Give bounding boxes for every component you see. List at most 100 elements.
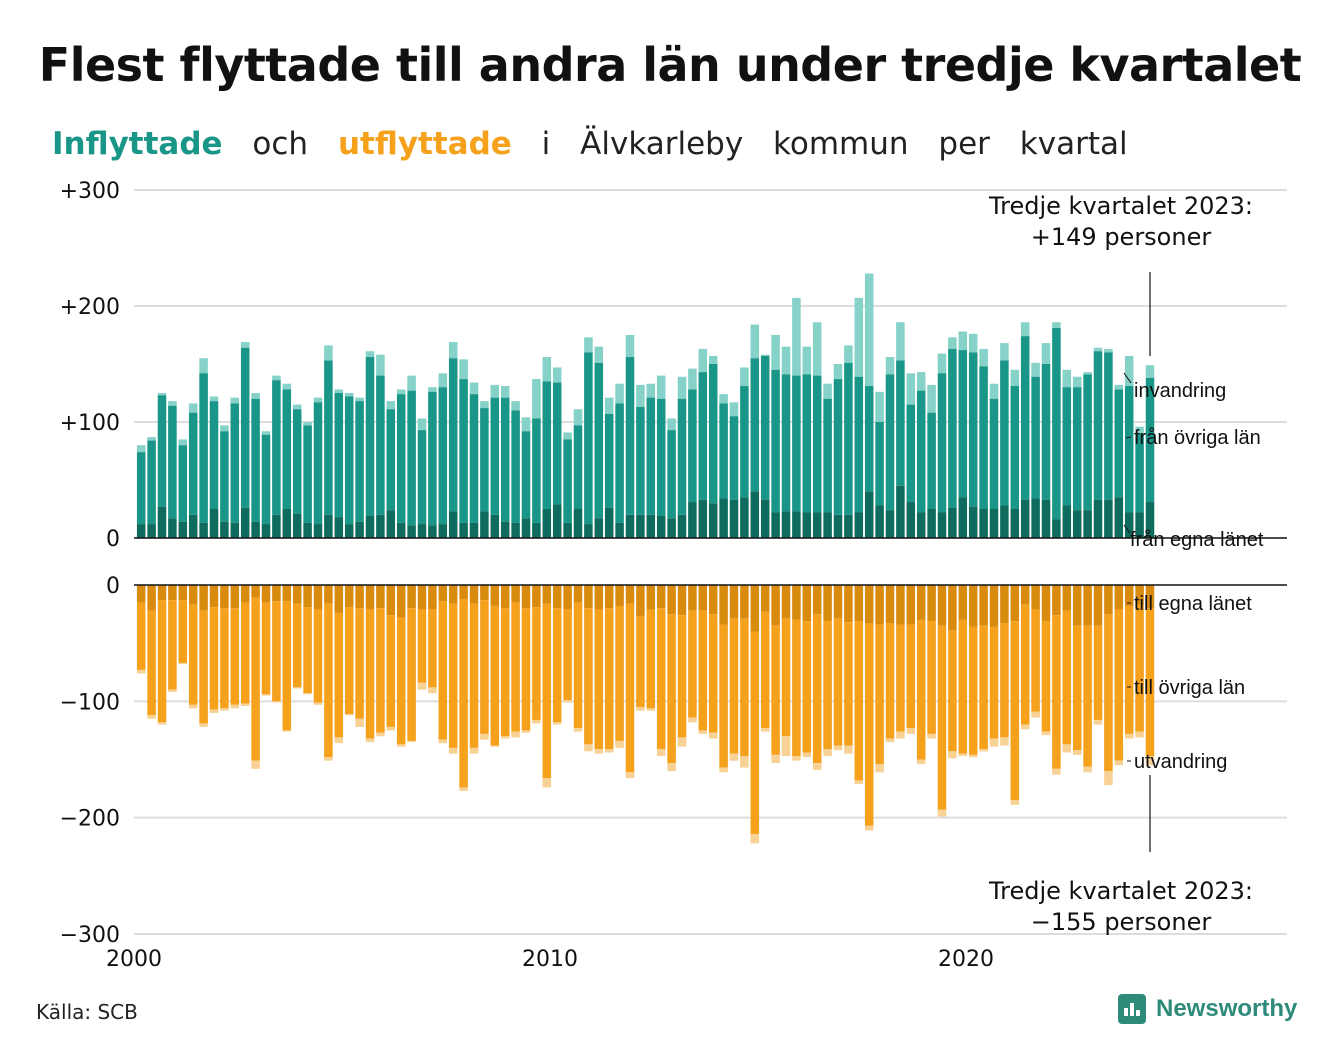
bar-outflow-own-county	[760, 585, 770, 612]
bar-inflow-other-counties	[334, 393, 344, 518]
bar-outflow-own-county	[615, 585, 624, 606]
bar-inflow-immigration	[292, 404, 302, 410]
bar-outflow-emigration	[490, 745, 500, 747]
bar-inflow-other-counties	[407, 390, 416, 526]
bar-inflow-other-counties	[958, 350, 968, 498]
bar-outflow-emigration	[875, 764, 884, 773]
bar-inflow-other-counties	[896, 360, 905, 486]
bar-outflow-emigration	[563, 700, 572, 703]
bar-inflow-own-county	[386, 510, 396, 538]
x-tick-label: 2000	[106, 947, 162, 972]
bar-outflow-other-counties	[376, 608, 385, 733]
bar-inflow-own-county	[1041, 499, 1051, 538]
bar-outflow-other-counties	[906, 624, 916, 729]
bar-inflow-other-counties	[937, 373, 947, 513]
bar-inflow-immigration	[927, 384, 936, 413]
bar-inflow-own-county	[771, 512, 780, 538]
bar-outflow-other-counties	[719, 624, 728, 768]
bar-outflow-emigration	[1041, 731, 1051, 736]
bar-inflow-other-counties	[698, 372, 708, 500]
bar-inflow-immigration	[521, 417, 531, 432]
bar-outflow-own-county	[802, 585, 812, 622]
bar-outflow-emigration	[979, 749, 988, 752]
bar-inflow-immigration	[1145, 365, 1155, 378]
annotation-in-line1: Tredje kvartalet 2023:	[988, 192, 1253, 220]
bar-inflow-other-counties	[677, 398, 687, 515]
bar-outflow-other-counties	[334, 612, 344, 738]
bar-outflow-own-county	[396, 585, 406, 618]
bar-inflow-own-county	[1124, 512, 1134, 538]
bar-outflow-own-county	[667, 585, 676, 615]
bar-outflow-own-county	[292, 585, 302, 604]
bar-outflow-own-county	[1124, 585, 1134, 606]
bar-outflow-other-counties	[802, 621, 812, 753]
bar-outflow-other-counties	[480, 600, 489, 734]
legend-label-inflow: från egna länet	[1130, 529, 1264, 551]
bar-inflow-immigration	[563, 432, 572, 440]
bar-inflow-other-counties	[844, 362, 853, 515]
bar-inflow-own-county	[542, 509, 552, 538]
bar-outflow-emigration	[407, 740, 416, 743]
bar-inflow-own-county	[282, 509, 292, 538]
bar-inflow-other-counties	[199, 373, 208, 523]
bar-outflow-own-county	[584, 585, 593, 609]
bar-inflow-own-county	[594, 518, 604, 538]
bar-inflow-immigration	[376, 354, 385, 376]
bar-inflow-immigration	[428, 387, 437, 392]
bar-outflow-own-county	[1062, 585, 1072, 611]
bar-inflow-immigration	[136, 445, 146, 453]
bar-outflow-emigration	[906, 728, 916, 734]
bar-outflow-emigration	[615, 740, 624, 748]
bar-outflow-own-county	[178, 585, 188, 601]
bar-inflow-immigration	[542, 357, 552, 382]
bar-inflow-own-county	[750, 491, 760, 538]
bar-inflow-other-counties	[1135, 433, 1144, 513]
bar-outflow-own-county	[833, 585, 843, 619]
bar-inflow-other-counties	[771, 369, 780, 513]
bar-outflow-other-counties	[708, 614, 718, 733]
bar-outflow-emigration	[542, 778, 552, 788]
bar-outflow-own-county	[823, 585, 832, 622]
bar-inflow-own-county	[1083, 510, 1092, 538]
legend-label-outflow: utvandring	[1134, 751, 1227, 773]
bar-outflow-other-counties	[521, 608, 531, 731]
bar-outflow-own-county	[1104, 585, 1113, 615]
bar-outflow-own-county	[844, 585, 853, 623]
bar-outflow-own-county	[708, 585, 718, 615]
bar-outflow-other-counties	[948, 630, 957, 752]
bar-inflow-immigration	[823, 383, 832, 399]
bar-outflow-own-county	[251, 585, 260, 598]
bar-inflow-immigration	[896, 322, 905, 361]
bar-outflow-other-counties	[396, 617, 406, 745]
bar-outflow-own-county	[1000, 585, 1009, 624]
bar-inflow-own-county	[1145, 502, 1155, 538]
bar-outflow-other-counties	[771, 625, 780, 755]
bar-outflow-emigration	[1000, 737, 1009, 746]
bar-inflow-other-counties	[792, 375, 801, 512]
bar-outflow-other-counties	[448, 603, 458, 748]
bar-outflow-other-counties	[916, 619, 926, 760]
bar-outflow-other-counties	[667, 614, 676, 763]
bar-inflow-other-counties	[875, 422, 884, 506]
bar-outflow-own-county	[948, 585, 957, 631]
bar-inflow-own-county	[604, 507, 614, 538]
bar-inflow-other-counties	[209, 401, 219, 509]
bar-outflow-own-county	[1114, 585, 1124, 610]
bar-outflow-own-county	[1083, 585, 1092, 626]
bar-inflow-immigration	[178, 439, 188, 446]
bar-inflow-other-counties	[1041, 364, 1051, 500]
bar-inflow-own-county	[230, 522, 240, 538]
bar-outflow-other-counties	[688, 610, 697, 718]
bar-outflow-emigration	[1052, 768, 1061, 775]
bar-outflow-own-county	[646, 585, 656, 610]
x-tick-label: 2010	[522, 947, 578, 972]
bar-inflow-own-county	[688, 502, 697, 538]
bar-outflow-emigration	[823, 749, 832, 757]
bar-outflow-own-county	[1093, 585, 1103, 626]
bar-outflow-emigration	[1010, 800, 1020, 805]
bar-inflow-own-county	[355, 521, 364, 538]
bar-outflow-other-counties	[927, 621, 936, 734]
bar-outflow-other-counties	[1145, 608, 1155, 757]
bar-outflow-emigration	[230, 704, 240, 709]
